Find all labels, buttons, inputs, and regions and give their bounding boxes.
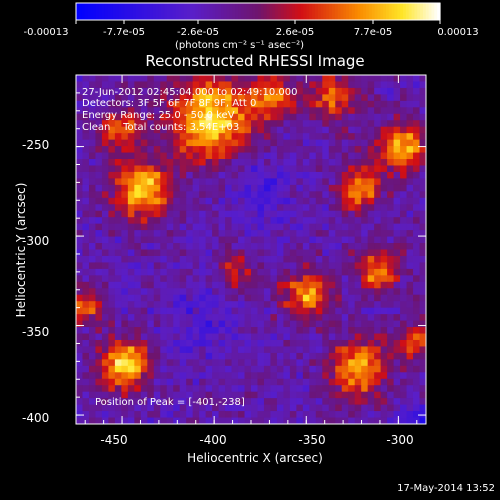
energy-range-annotation: Energy Range: 25.0 - 50.0 keV <box>82 110 235 121</box>
y-axis-label: Heliocentric Y (arcsec) <box>14 182 28 318</box>
colorbar-tick-label: -0.00013 <box>23 27 69 38</box>
x-tick-label: -450 <box>100 433 128 447</box>
heatmap-cells <box>76 75 427 425</box>
x-tick-label: -300 <box>386 433 414 447</box>
y-tick-label: -300 <box>22 234 50 248</box>
y-tick-label: -250 <box>22 138 50 152</box>
y-tick-label: -400 <box>22 411 50 425</box>
colorbar <box>76 3 441 20</box>
colorbar-tick-label: 0.00013 <box>437 27 479 38</box>
colorbar-tick-label: -7.7e-05 <box>103 27 145 38</box>
time-range-annotation: 27-Jun-2012 02:45:04.000 to 02:49:10.000 <box>82 87 298 98</box>
timestamp: 17-May-2014 13:52 <box>397 483 495 494</box>
y-tick-label: -350 <box>22 325 50 339</box>
x-tick-label: -350 <box>298 433 326 447</box>
colorbar-tick-label: 2.6e-05 <box>275 27 315 38</box>
peak-position-annotation: Position of Peak = [-401,-238] <box>95 397 245 408</box>
clean-counts-annotation: Clean Total counts: 3.54E+03 <box>82 122 240 133</box>
colorbar-units: (photons cm⁻² s⁻¹ asec⁻²) <box>175 40 305 51</box>
colorbar-frame <box>75 2 441 21</box>
chart-title: Reconstructed RHESSI Image <box>145 52 365 70</box>
colorbar-tick-label: -2.6e-05 <box>177 27 219 38</box>
x-tick-label: -400 <box>199 433 227 447</box>
x-axis-label: Heliocentric X (arcsec) <box>187 451 323 465</box>
colorbar-tick-label: 7.7e-05 <box>353 27 393 38</box>
detectors-annotation: Detectors: 3F 5F 6F 7F 8F 9F, Att 0 <box>82 98 257 109</box>
